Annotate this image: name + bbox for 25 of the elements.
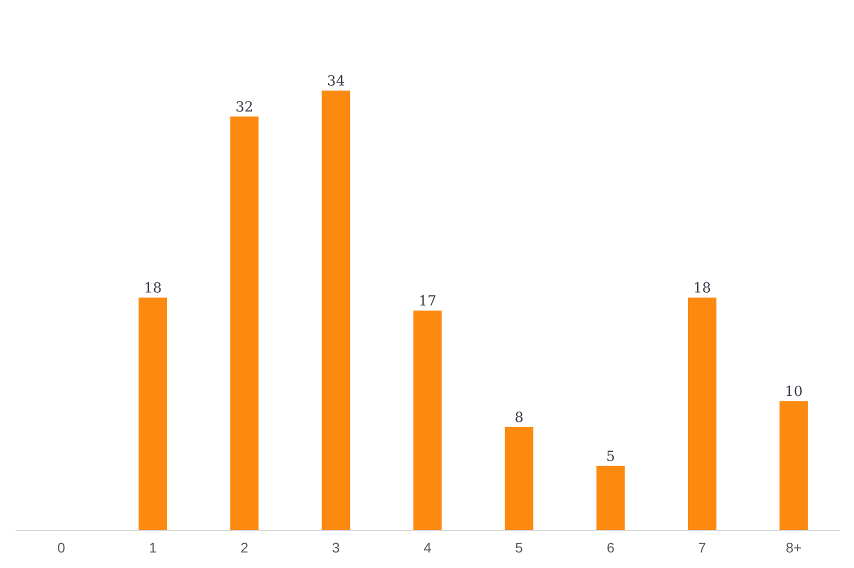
x-tick-label: 7	[698, 540, 706, 556]
bar	[230, 116, 259, 530]
data-label: 5	[606, 448, 616, 465]
x-tick-label: 6	[606, 540, 615, 556]
data-label: 18	[693, 280, 712, 297]
data-label: 32	[235, 100, 254, 116]
bar	[780, 401, 808, 530]
x-tick-label: 8+	[786, 540, 802, 556]
bar	[138, 298, 168, 530]
bar	[688, 298, 716, 530]
data-label: 18	[144, 280, 162, 297]
x-tick-label: 2	[240, 540, 248, 556]
bar	[504, 427, 534, 530]
bar	[322, 90, 350, 530]
x-tick-label: 5	[515, 540, 524, 556]
x-tick-label: 3	[332, 540, 340, 556]
x-tick-label: 0	[57, 540, 66, 556]
bar	[596, 466, 625, 530]
data-label: 17	[418, 294, 436, 310]
data-label: 8	[514, 410, 524, 426]
x-tick-label: 1	[148, 540, 157, 556]
data-label: 10	[784, 384, 803, 400]
data-label: 34	[327, 74, 345, 90]
x-tick-label: 4	[424, 540, 432, 556]
bar	[413, 310, 442, 530]
